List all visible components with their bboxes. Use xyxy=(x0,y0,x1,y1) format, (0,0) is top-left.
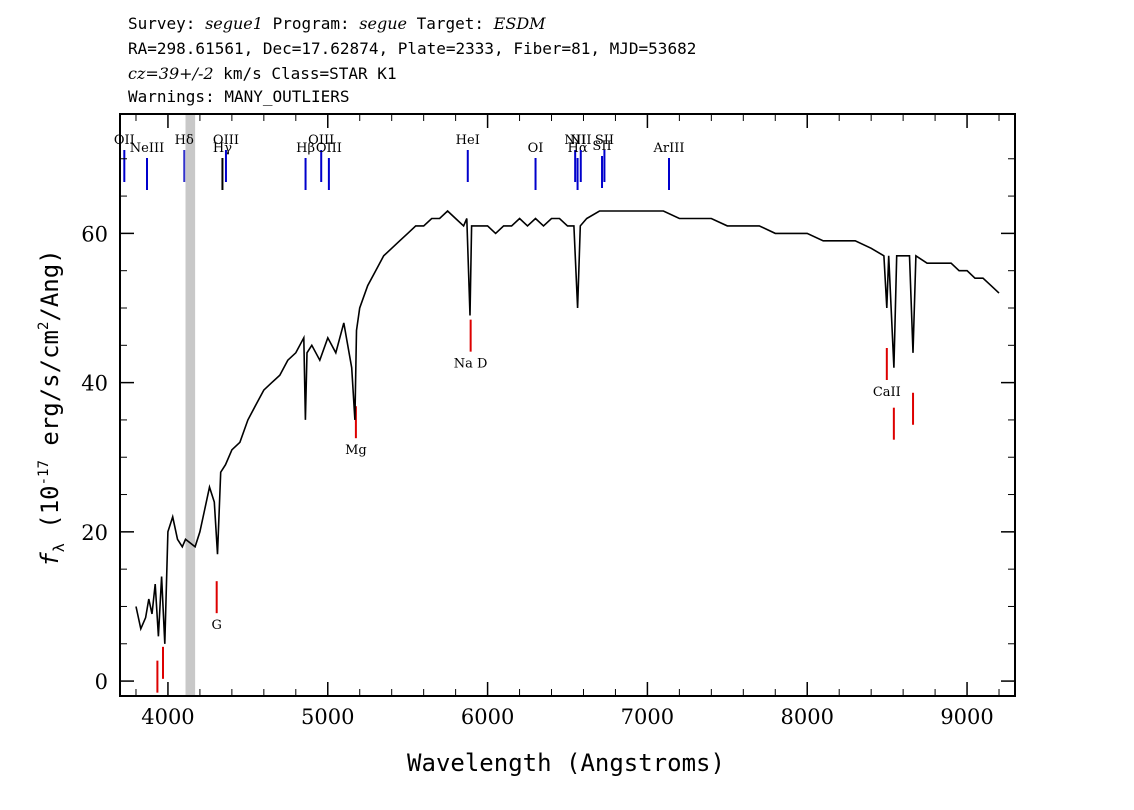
x-axis-label: Wavelength (Angstroms) xyxy=(407,749,725,777)
emission-line-label: Hγ xyxy=(213,141,232,156)
x-tick-label: 6000 xyxy=(461,705,514,729)
axis-ticks: 4000 5000 6000 7000 8000 9000 0 20 40 60 xyxy=(81,114,1015,729)
emission-line-label: Hδ xyxy=(175,133,194,148)
y-tick-label: 60 xyxy=(81,222,108,246)
absorption-line-label: Na D xyxy=(454,357,488,372)
header-line-3: cz=39+/-2 km/s Class=STAR K1 xyxy=(128,64,397,83)
absorption-line-label: Mg xyxy=(345,443,367,458)
plot-frame xyxy=(119,113,1016,697)
y-axis-label: fλ (10-17 erg/s/cm2/Ang) xyxy=(36,249,68,566)
emission-line-label: HeI xyxy=(456,133,480,148)
emission-line-label: OIII xyxy=(213,133,239,148)
emission-line-label: SII xyxy=(595,133,614,148)
emission-line-label: Hβ xyxy=(296,141,315,156)
emission-line-label: SII xyxy=(592,139,611,154)
emission-line-label: NeIII xyxy=(130,141,164,156)
x-tick-label: 7000 xyxy=(621,705,674,729)
header-line-4: Warnings: MANY_OUTLIERS xyxy=(128,87,350,106)
emission-line-label: OIII xyxy=(308,133,334,148)
y-tick-label: 40 xyxy=(81,372,108,396)
absorption-line-label: G xyxy=(211,618,221,633)
spectrum-series-line xyxy=(135,209,1000,644)
x-tick-label: 8000 xyxy=(781,705,834,729)
masked-wavelength-band xyxy=(185,114,196,696)
x-tick-label: 9000 xyxy=(940,705,993,729)
absorption-line-label: CaII xyxy=(873,385,901,400)
x-tick-label: 4000 xyxy=(141,705,194,729)
emission-line-label: OIII xyxy=(316,141,342,156)
emission-line-label: ArIII xyxy=(652,141,684,156)
emission-line-label: NII xyxy=(564,133,586,148)
emission-line-label: OI xyxy=(528,141,544,156)
x-tick-label: 5000 xyxy=(301,705,354,729)
emission-line-label: Hα xyxy=(568,141,588,156)
header-line-1: Survey: segue1 Program: segue Target: ES… xyxy=(128,14,546,33)
emission-line-label: NII xyxy=(570,133,592,148)
y-tick-label: 0 xyxy=(95,670,108,694)
y-tick-label: 20 xyxy=(81,521,108,545)
header-line-2: RA=298.61561, Dec=17.62874, Plate=2333, … xyxy=(128,39,696,58)
header-block: Survey: segue1 Program: segue Target: ES… xyxy=(128,14,696,106)
